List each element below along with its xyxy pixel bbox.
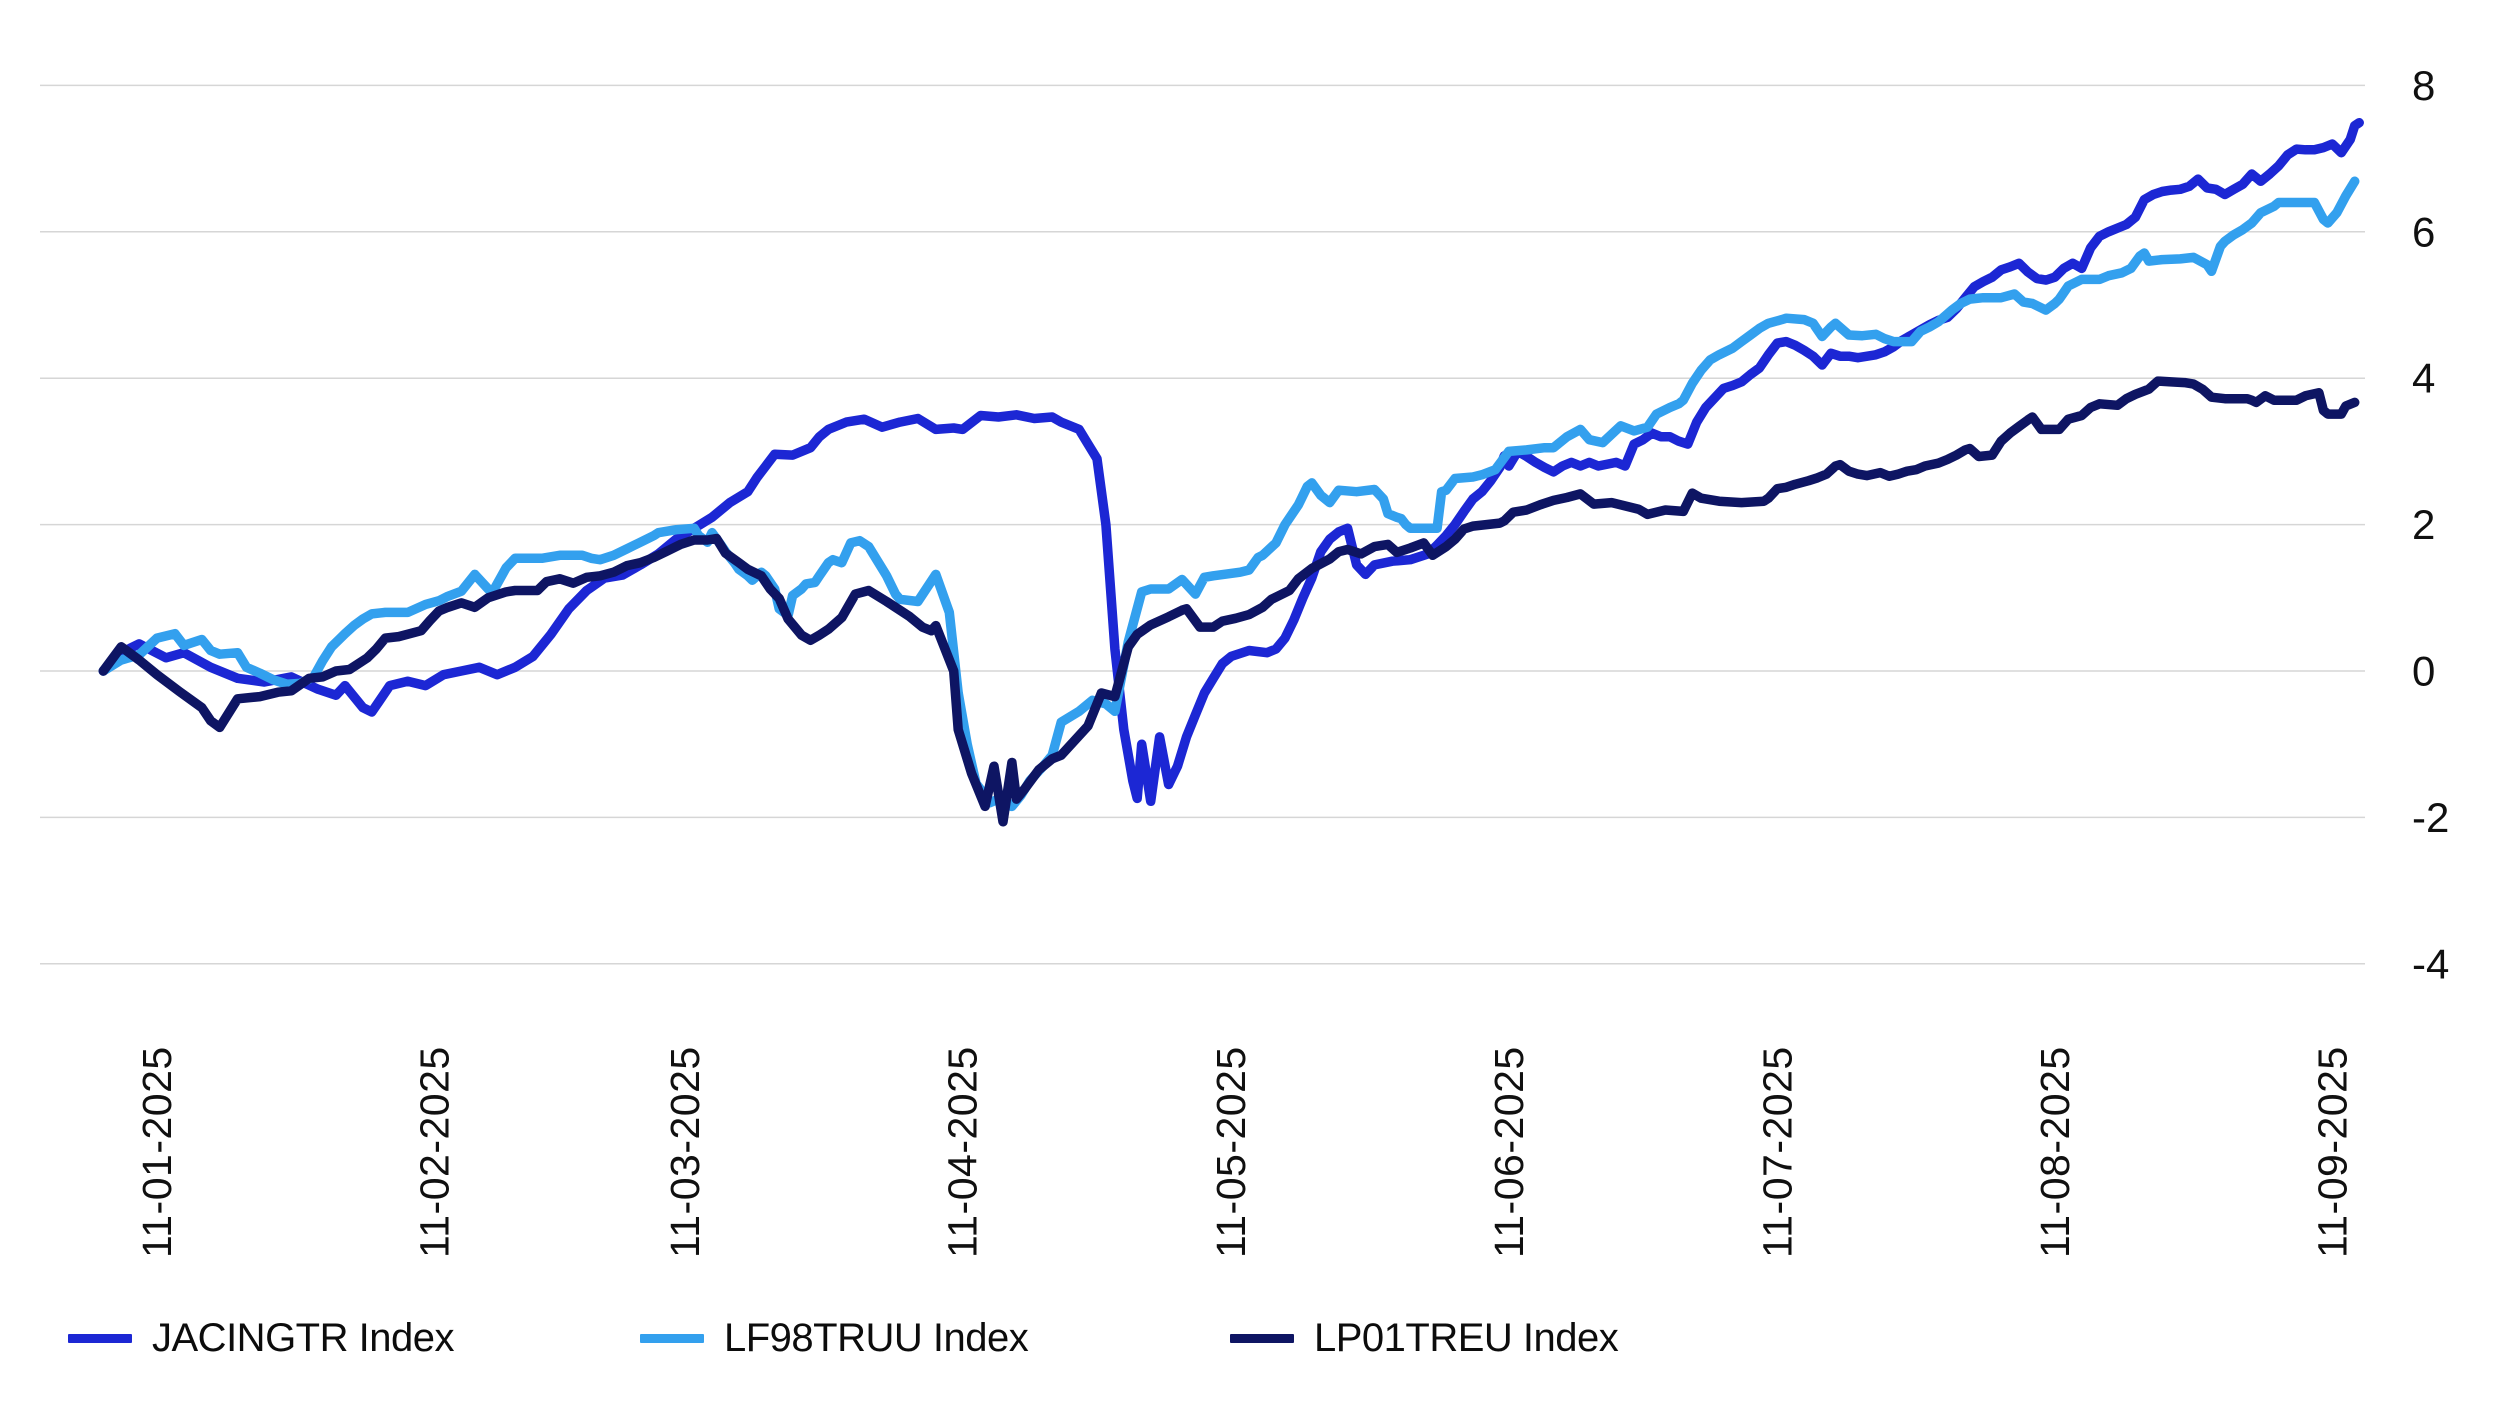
legend-item-jacingtr[interactable]: JACINGTR Index	[68, 1310, 454, 1366]
x-tick-label: 11-02-2025	[412, 1046, 458, 1258]
y-tick-label: 4	[2412, 355, 2435, 402]
y-axis-tick-labels: 8 6 4 2 0 -2 -4	[2412, 62, 2449, 987]
y-tick-label: 6	[2412, 208, 2435, 255]
y-tick-label: 8	[2412, 62, 2435, 109]
series-line-lp01treu[interactable]	[98, 376, 2360, 827]
legend-item-lp01treu[interactable]: LP01TREU Index	[1230, 1310, 1619, 1366]
x-axis-tick-labels: 11-01-2025 11-02-2025 11-03-2025 11-04-2025…	[134, 1046, 2355, 1258]
legend-label-lp01treu: LP01TREU Index	[1314, 1315, 1619, 1360]
x-tick-label: 11-09-2025	[2309, 1046, 2355, 1258]
x-tick-label: 11-06-2025	[1486, 1046, 1532, 1258]
y-tick-label: -4	[2412, 940, 2449, 987]
series-line-jacingtr[interactable]	[98, 117, 2364, 807]
legend-swatch-jacingtr-icon	[68, 1333, 132, 1343]
y-tick-label: 0	[2412, 648, 2435, 695]
x-tick-label: 11-01-2025	[134, 1046, 180, 1258]
x-tick-label: 11-03-2025	[662, 1046, 708, 1258]
y-tick-label: 2	[2412, 501, 2435, 548]
series-line-lf98truu[interactable]	[98, 176, 2360, 812]
series-lines-group	[98, 117, 2364, 827]
x-tick-label: 11-07-2025	[1754, 1046, 1800, 1258]
legend-swatch-lp01treu-icon	[1230, 1333, 1294, 1343]
y-tick-label: -2	[2412, 794, 2449, 841]
legend-label-lf98truu: LF98TRUU Index	[724, 1315, 1029, 1360]
legend-label-jacingtr: JACINGTR Index	[152, 1315, 454, 1360]
chart-legend: JACINGTR Index LF98TRUU Index LP01TREU I…	[0, 1310, 2496, 1370]
legend-swatch-lf98truu-icon	[640, 1333, 704, 1343]
x-tick-label: 11-05-2025	[1208, 1046, 1254, 1258]
x-tick-label: 11-08-2025	[2032, 1046, 2078, 1258]
legend-item-lf98truu[interactable]: LF98TRUU Index	[640, 1310, 1029, 1366]
x-tick-label: 11-04-2025	[940, 1046, 986, 1258]
gridlines-group	[40, 84, 2365, 965]
